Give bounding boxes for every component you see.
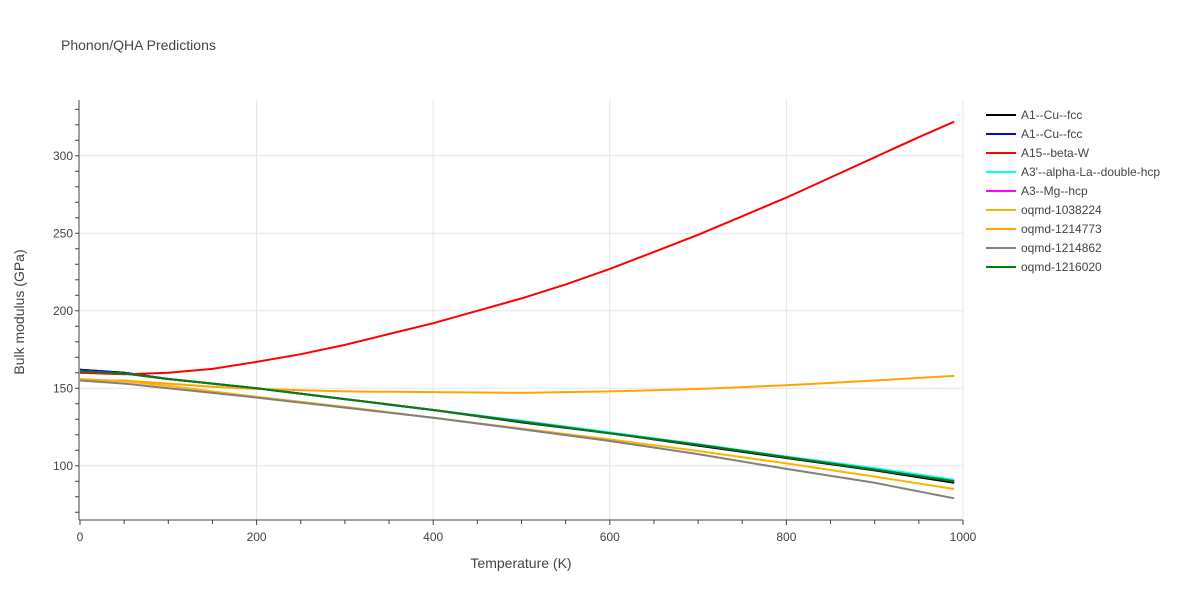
chart-title: Phonon/QHA Predictions <box>61 37 216 53</box>
x-tick-label: 1000 <box>950 530 977 544</box>
legend-item[interactable]: A3--Mg--hcp <box>1021 184 1088 198</box>
legend-item[interactable]: A1--Cu--fcc <box>1021 108 1082 122</box>
grid <box>80 100 964 520</box>
series-line-4 <box>79 370 955 483</box>
legend-item[interactable]: oqmd-1214862 <box>1021 241 1102 255</box>
x-axis-label: Temperature (K) <box>470 555 571 571</box>
y-tick-label: 200 <box>53 304 73 318</box>
y-tick-label: 150 <box>53 381 73 395</box>
series-line-5 <box>79 378 955 490</box>
legend-item[interactable]: A3'--alpha-La--double-hcp <box>1021 165 1160 179</box>
x-tick-label: 400 <box>423 530 443 544</box>
y-tick-label: 300 <box>53 149 73 163</box>
x-tick-label: 0 <box>77 530 84 544</box>
series-line-8 <box>79 370 955 483</box>
legend-item[interactable]: A1--Cu--fcc <box>1021 127 1082 141</box>
series-line-2 <box>79 120 955 376</box>
series-line-7 <box>79 379 955 500</box>
x-tick-label: 600 <box>600 530 620 544</box>
legend-item[interactable]: oqmd-1214773 <box>1021 222 1102 236</box>
y-axis-label: Bulk modulus (GPa) <box>11 249 27 374</box>
legend-item[interactable]: oqmd-1216020 <box>1021 260 1102 274</box>
series-line-6 <box>80 374 955 394</box>
y-tick-label: 250 <box>53 226 73 240</box>
legend-item[interactable]: oqmd-1038224 <box>1021 203 1102 217</box>
legend-item[interactable]: A15--beta-W <box>1021 146 1090 160</box>
legend: A1--Cu--fcc A1--Cu--fcc A15--beta-W A3'--al… <box>986 108 1160 274</box>
x-tick-label: 800 <box>776 530 796 544</box>
plot-area <box>79 120 955 500</box>
x-tick-label: 200 <box>247 530 267 544</box>
axes: 0 200 400 600 800 1000 100 150 200 250 300 <box>53 100 977 544</box>
y-tick-label: 100 <box>53 459 73 473</box>
